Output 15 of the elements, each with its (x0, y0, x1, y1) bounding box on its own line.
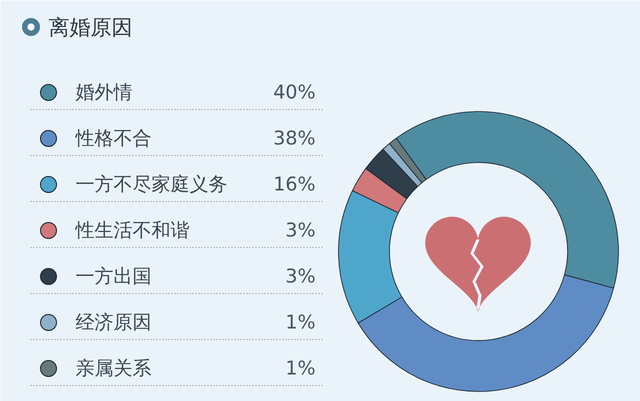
legend-label: 婚外情 (76, 82, 132, 104)
data-label: 1% (285, 312, 316, 334)
data-label: 40% (273, 82, 316, 104)
chart-title: 离婚原因 (48, 16, 132, 40)
legend-label: 性格不合 (74, 128, 152, 150)
legend-label: 亲属关系 (76, 358, 152, 380)
data-label: 3% (285, 266, 316, 288)
data-label: 16% (273, 174, 316, 196)
data-label: 38% (273, 128, 316, 150)
data-label: 1% (285, 358, 316, 380)
data-label: 3% (285, 220, 316, 242)
legend-label: 一方出国 (76, 266, 152, 288)
legend-label: 一方不尽家庭义务 (76, 174, 228, 196)
legend-label: 经济原因 (76, 312, 152, 334)
legend-label: 性生活不和谐 (74, 220, 190, 242)
